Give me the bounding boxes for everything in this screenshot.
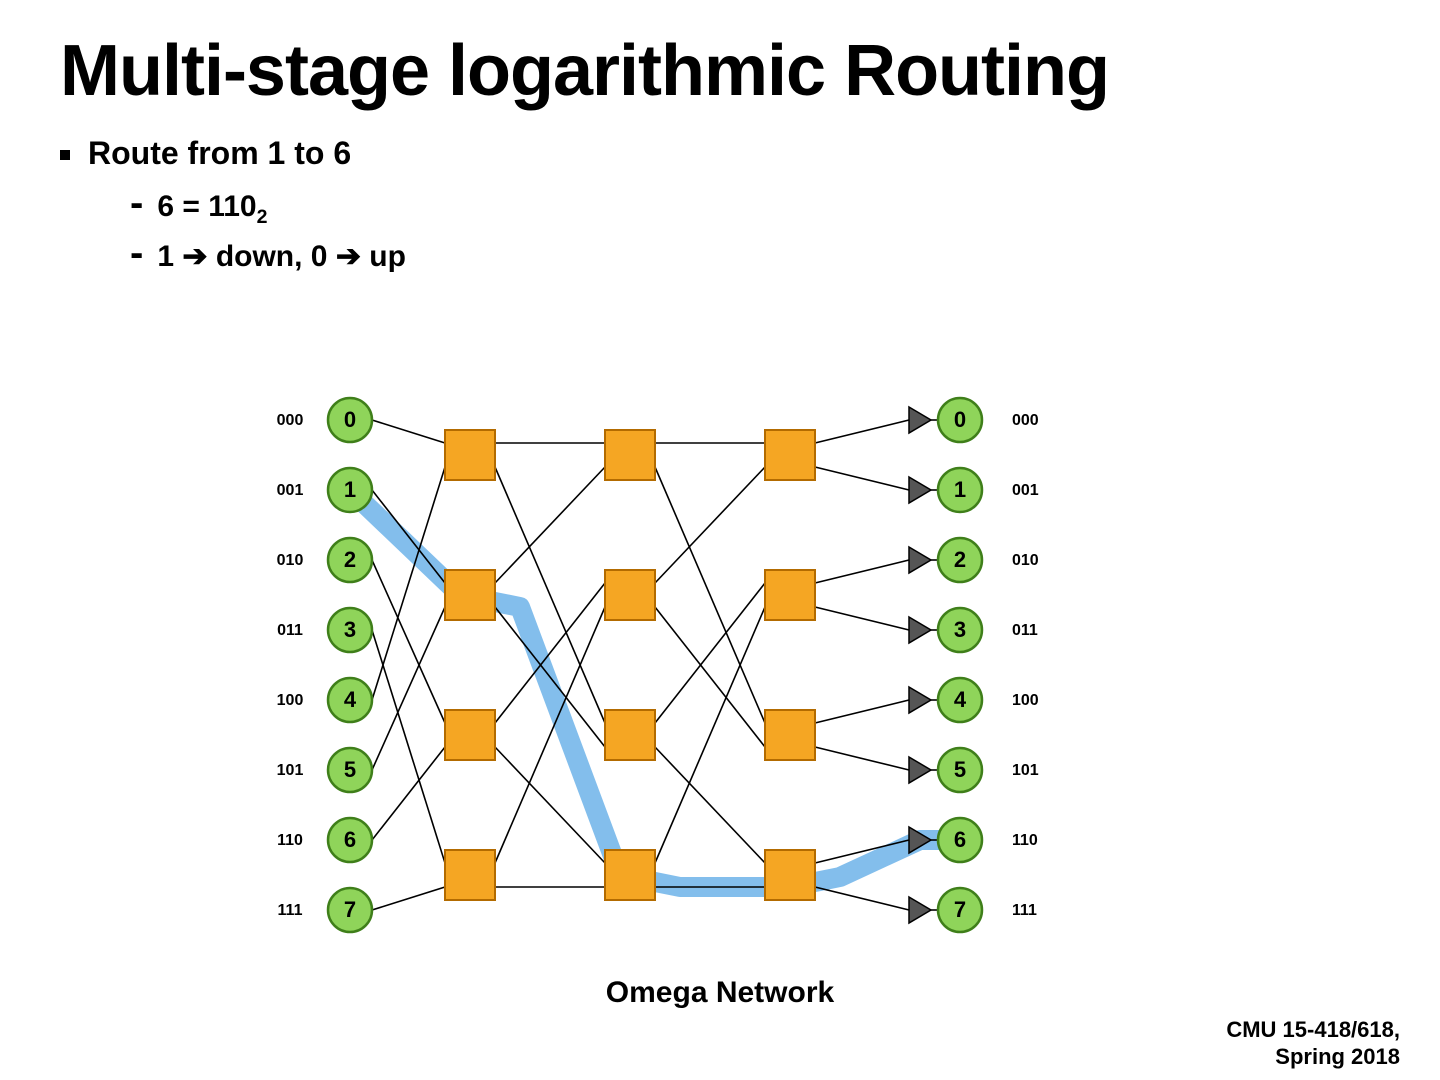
bullet-2a: - 6 = 1102 bbox=[130, 190, 406, 229]
route-highlight bbox=[350, 490, 960, 887]
switch-node bbox=[445, 710, 495, 760]
edge bbox=[372, 420, 445, 443]
input-binary: 101 bbox=[277, 762, 304, 779]
output-binary: 010 bbox=[1012, 552, 1039, 569]
output-binary: 001 bbox=[1012, 482, 1039, 499]
switch-node bbox=[765, 850, 815, 900]
input-binary: 000 bbox=[277, 412, 304, 429]
bullet-2b: - 1 ➔ down, 0 ➔ up bbox=[130, 239, 406, 274]
edge bbox=[655, 607, 765, 747]
bullet-1: Route from 1 to 6 bbox=[60, 135, 406, 172]
output-buffer-icon bbox=[909, 757, 931, 783]
switch-node bbox=[605, 710, 655, 760]
edge bbox=[815, 420, 909, 443]
bullet-1-text: Route from 1 to 6 bbox=[88, 135, 351, 172]
output-buffer-icon bbox=[909, 897, 931, 923]
edge bbox=[655, 607, 765, 863]
bullet-2a-text: 6 = 1102 bbox=[157, 190, 267, 229]
input-label: 7 bbox=[344, 897, 356, 922]
input-label: 5 bbox=[344, 757, 356, 782]
footer-line2: Spring 2018 bbox=[1226, 1044, 1400, 1070]
edge bbox=[495, 607, 605, 747]
switch-node bbox=[445, 850, 495, 900]
output-binary: 000 bbox=[1012, 412, 1039, 429]
switch-node bbox=[445, 430, 495, 480]
bullet-dash-icon: - bbox=[130, 243, 143, 263]
output-buffer-icon bbox=[909, 547, 931, 573]
output-label: 5 bbox=[954, 757, 966, 782]
footer-line1: CMU 15-418/618, bbox=[1226, 1017, 1400, 1043]
edge bbox=[372, 887, 445, 910]
output-binary: 011 bbox=[1012, 622, 1038, 639]
input-binary: 011 bbox=[277, 622, 303, 639]
edge bbox=[815, 607, 909, 630]
edge bbox=[815, 887, 909, 910]
input-label: 1 bbox=[344, 477, 356, 502]
output-label: 0 bbox=[954, 407, 966, 432]
switch-node bbox=[765, 710, 815, 760]
edge bbox=[655, 583, 765, 723]
output-label: 2 bbox=[954, 547, 966, 572]
input-binary: 010 bbox=[277, 552, 304, 569]
input-label: 3 bbox=[344, 617, 356, 642]
input-binary: 100 bbox=[277, 692, 304, 709]
slide-title: Multi-stage logarithmic Routing bbox=[60, 30, 1109, 112]
input-label: 2 bbox=[344, 547, 356, 572]
output-label: 3 bbox=[954, 617, 966, 642]
input-label: 4 bbox=[344, 687, 357, 712]
output-buffer-icon bbox=[909, 407, 931, 433]
edge bbox=[815, 700, 909, 723]
edge bbox=[655, 747, 765, 863]
output-label: 6 bbox=[954, 827, 966, 852]
bullet-2b-text: 1 ➔ down, 0 ➔ up bbox=[157, 239, 406, 274]
edge bbox=[815, 467, 909, 490]
edge bbox=[495, 607, 605, 863]
switch-node bbox=[605, 570, 655, 620]
edge bbox=[655, 467, 765, 583]
diagram-caption: Omega Network bbox=[260, 976, 1180, 1010]
switch-node bbox=[605, 850, 655, 900]
edge bbox=[815, 560, 909, 583]
input-label: 0 bbox=[344, 407, 356, 432]
bullet-square-icon bbox=[60, 150, 70, 160]
output-buffer-icon bbox=[909, 687, 931, 713]
edge bbox=[495, 467, 605, 583]
output-binary: 101 bbox=[1012, 762, 1039, 779]
output-buffer-icon bbox=[909, 477, 931, 503]
input-binary: 001 bbox=[277, 482, 304, 499]
omega-network-diagram: 0000100120103011410051016110711100001001… bbox=[260, 380, 1180, 1020]
output-label: 1 bbox=[954, 477, 966, 502]
output-label: 4 bbox=[954, 687, 967, 712]
output-label: 7 bbox=[954, 897, 966, 922]
output-binary: 100 bbox=[1012, 692, 1039, 709]
output-binary: 110 bbox=[1012, 832, 1038, 849]
switch-node bbox=[605, 430, 655, 480]
input-binary: 111 bbox=[278, 902, 303, 919]
input-label: 6 bbox=[344, 827, 356, 852]
output-binary: 111 bbox=[1012, 902, 1037, 919]
switch-node bbox=[765, 570, 815, 620]
bullet-list: Route from 1 to 6 - 6 = 1102 - 1 ➔ down,… bbox=[60, 135, 406, 284]
bullet-dash-icon: - bbox=[130, 193, 143, 213]
switch-node bbox=[765, 430, 815, 480]
input-binary: 110 bbox=[277, 832, 303, 849]
switch-node bbox=[445, 570, 495, 620]
output-buffer-icon bbox=[909, 617, 931, 643]
edge bbox=[655, 467, 765, 723]
edge bbox=[815, 747, 909, 770]
slide-footer: CMU 15-418/618, Spring 2018 bbox=[1226, 1017, 1400, 1070]
